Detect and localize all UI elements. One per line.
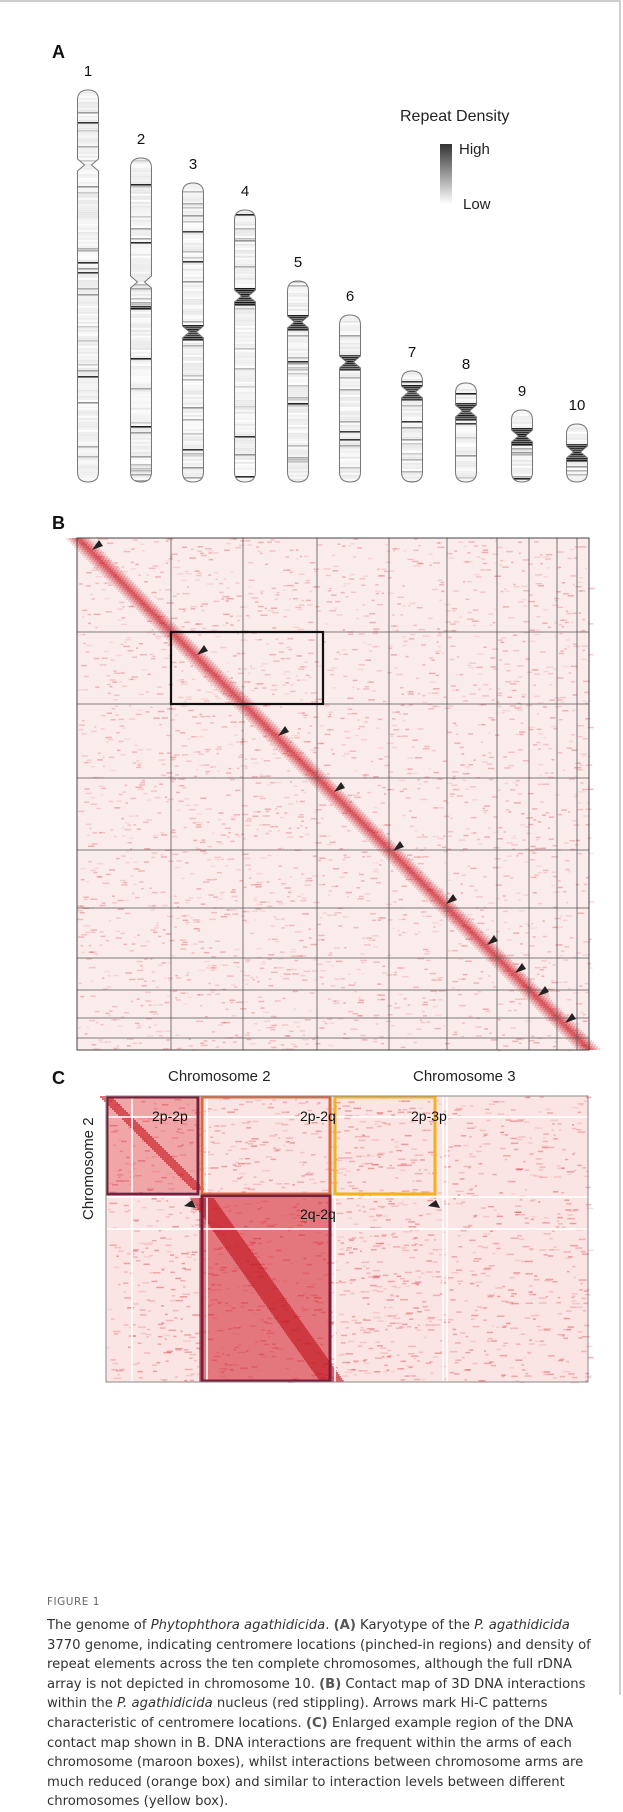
figure-caption: The genome of Phytophthora agathidicida.… bbox=[47, 1616, 602, 1812]
chromosome-1 bbox=[78, 90, 99, 482]
box-label-2p-3p: 2p-3p bbox=[411, 1108, 447, 1124]
figure-label: FIGURE 1 bbox=[47, 1596, 100, 1608]
panel-c-row-header: Chromosome 2 bbox=[80, 1117, 97, 1220]
box-label-2p-2p: 2p-2p bbox=[152, 1108, 188, 1124]
chromosome-10 bbox=[567, 424, 588, 482]
panel-c-letter: C bbox=[52, 1068, 65, 1089]
box-label-2p-2q: 2p-2q bbox=[300, 1108, 336, 1124]
chromosome-3 bbox=[183, 183, 204, 483]
chromosome-5 bbox=[288, 281, 309, 483]
panel-b-letter: B bbox=[52, 513, 65, 534]
karyotype-ideogram bbox=[0, 0, 623, 480]
legend-high-label: High bbox=[459, 141, 490, 158]
panel-c-column-header-chromosome-2: Chromosome 2 bbox=[168, 1068, 271, 1085]
legend-title: Repeat Density bbox=[400, 108, 509, 126]
chromosome-7 bbox=[402, 371, 423, 483]
chromosome-2 bbox=[131, 158, 152, 482]
legend-gradient-bar bbox=[440, 144, 452, 204]
chromosome-6 bbox=[340, 315, 361, 483]
hic-contact-map bbox=[77, 538, 589, 1050]
box-label-2q-2q: 2q-2q bbox=[300, 1206, 336, 1222]
chromosome-4 bbox=[235, 210, 256, 482]
panel-c-column-header-chromosome-3: Chromosome 3 bbox=[413, 1068, 516, 1085]
chromosome-9 bbox=[512, 410, 533, 482]
legend-low-label: Low bbox=[463, 196, 491, 213]
zoomed-contact-map bbox=[106, 1096, 588, 1382]
chromosome-8 bbox=[456, 383, 477, 483]
